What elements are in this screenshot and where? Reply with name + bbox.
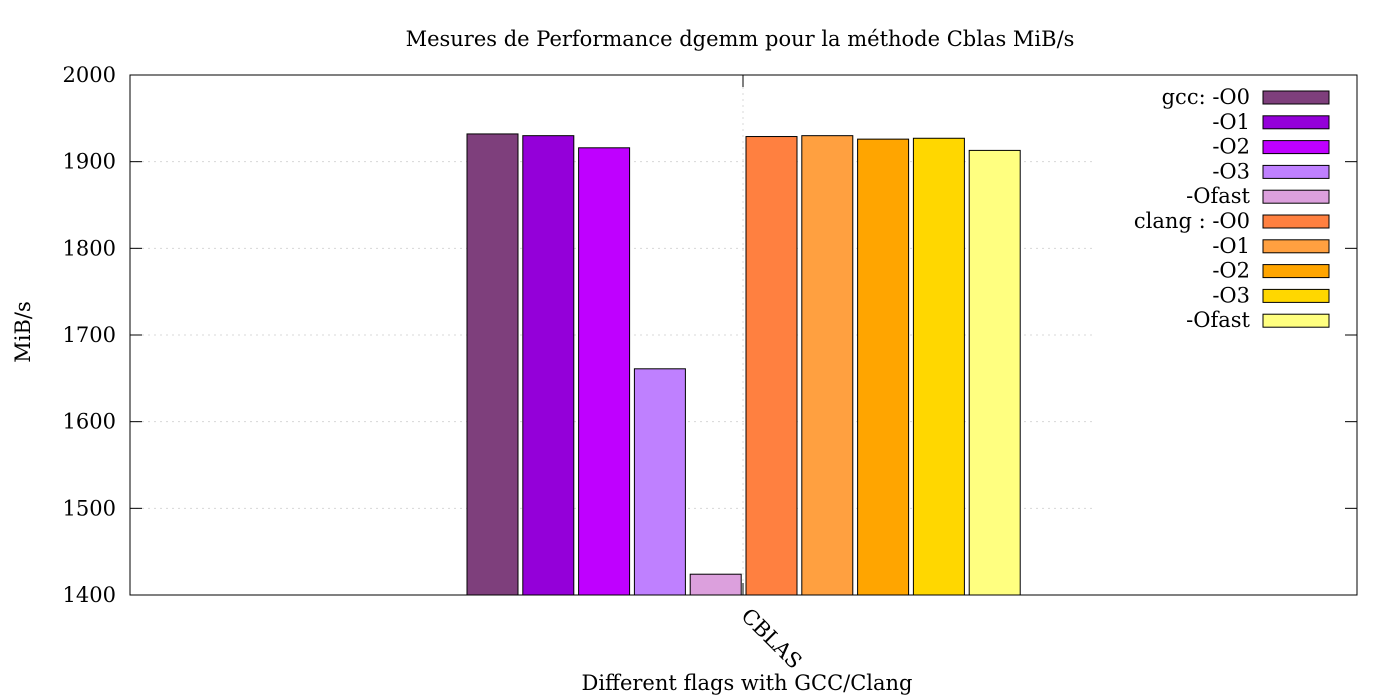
y-tick-label: 1800 xyxy=(63,236,116,260)
legend-label: -O2 xyxy=(1212,259,1250,283)
y-tick-label: 1900 xyxy=(63,150,116,174)
legend-label: -Ofast xyxy=(1186,308,1250,332)
y-axis-ticks: 1400 1500 1600 1700 1800 1900 2000 xyxy=(63,63,1357,607)
legend-label: clang : -O0 xyxy=(1134,209,1250,233)
bar-series-2 xyxy=(578,147,631,596)
legend-label: -O1 xyxy=(1212,234,1250,258)
legend-swatch xyxy=(1262,313,1330,328)
bar-series-1 xyxy=(522,135,575,596)
legend-label: gcc: -O0 xyxy=(1162,85,1250,109)
legend-swatch xyxy=(1262,164,1330,179)
legend-swatch xyxy=(1262,90,1330,105)
bar-series-5 xyxy=(745,136,798,596)
legend-label: -O1 xyxy=(1212,110,1250,134)
legend-swatch xyxy=(1262,288,1330,303)
bar-series-8 xyxy=(912,137,965,596)
y-tick-label: 1500 xyxy=(63,496,116,520)
legend-swatch xyxy=(1262,239,1330,254)
legend-swatch xyxy=(1262,189,1330,204)
legend-label: -Ofast xyxy=(1186,184,1250,208)
bar-series-6 xyxy=(801,135,854,596)
y-tick-label: 1700 xyxy=(63,323,116,347)
legend-swatch xyxy=(1262,115,1330,130)
legend-swatch xyxy=(1262,264,1330,279)
bar-series-0 xyxy=(466,133,519,596)
bar-series-4 xyxy=(689,573,742,596)
legend-label: -O3 xyxy=(1212,283,1250,307)
legend-swatch xyxy=(1262,140,1330,155)
legend-label: -O2 xyxy=(1212,135,1250,159)
y-tick-label: 1600 xyxy=(63,410,116,434)
legend-swatch xyxy=(1262,214,1330,229)
bar-series-3 xyxy=(633,368,686,596)
bar-series-9 xyxy=(968,149,1021,596)
legend-label: -O3 xyxy=(1212,159,1250,183)
bar-series-7 xyxy=(857,138,910,596)
y-tick-label: 1400 xyxy=(63,583,116,607)
y-axis-label: MiB/s xyxy=(11,301,35,363)
bars xyxy=(466,133,1021,596)
x-axis-label: Different flags with GCC/Clang xyxy=(581,671,912,695)
chart-title: Mesures de Performance dgemm pour la mét… xyxy=(406,27,1075,51)
x-tick-label: CBLAS xyxy=(736,604,806,674)
y-tick-label: 2000 xyxy=(63,63,116,87)
